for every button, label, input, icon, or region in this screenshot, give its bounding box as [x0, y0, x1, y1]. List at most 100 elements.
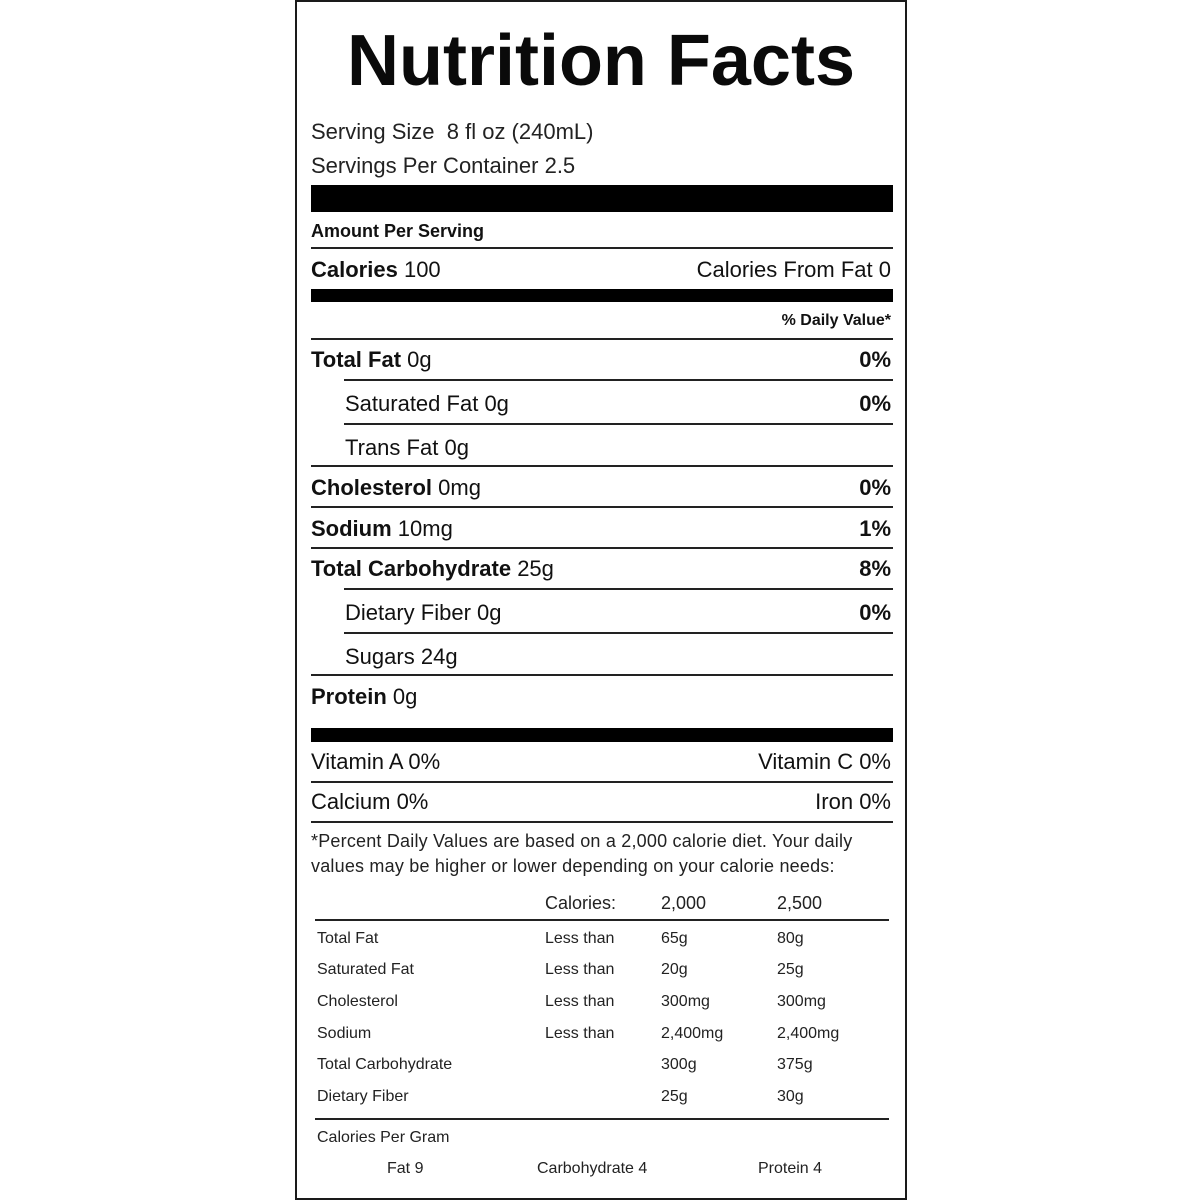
divider [315, 919, 889, 921]
calories-per-gram-label: Calories Per Gram [317, 1129, 450, 1146]
nutrient-name: Protein [311, 684, 387, 709]
ref-row-name: Total Fat [317, 930, 379, 947]
nutrient-dv: 8% [859, 556, 891, 581]
nutrient-name: Sugars [345, 644, 415, 669]
servings-per-container-value: 2.5 [544, 153, 576, 178]
calories-label: Calories [311, 257, 398, 282]
thick-divider-2 [311, 289, 893, 302]
divider [344, 423, 893, 425]
nutrient-row-total-fat: Total Fat 0g [311, 347, 432, 373]
ref-row-2000: 25g [661, 1088, 688, 1105]
ref-header-2000: 2,000 [661, 893, 707, 913]
nutrient-name: Total Carbohydrate [311, 556, 512, 581]
calories-from-fat-value: 0 [878, 257, 891, 282]
serving-size: Serving Size 8 fl oz (240mL) [311, 119, 593, 145]
nutrient-amount: 24g [420, 644, 458, 669]
nutrient-name: Trans Fat [345, 435, 439, 460]
calories-per-gram-carbohydrate: Carbohydrate 4 [537, 1160, 648, 1177]
divider [311, 547, 893, 549]
divider [311, 781, 893, 783]
nutrient-row-cholesterol: Cholesterol 0mg [311, 475, 481, 501]
iron: Iron 0% [815, 789, 891, 814]
ref-header-label: Calories: [545, 893, 617, 913]
nutrient-name: Dietary Fiber [345, 600, 471, 625]
nutrient-name: Sodium [311, 516, 392, 541]
nutrient-amount: 0g [477, 600, 502, 625]
nutrient-row-total-carbohydrate: Total Carbohydrate 25g [311, 556, 554, 582]
nutrient-name: Total Fat [311, 347, 402, 372]
divider [311, 247, 893, 249]
ref-row-2500: 80g [777, 930, 804, 947]
nutrient-row-sodium: Sodium 10mg [311, 516, 453, 542]
calcium: Calcium 0% [311, 789, 429, 814]
ref-row-name: Dietary Fiber [317, 1088, 409, 1105]
ref-row-2000: 300mg [661, 993, 710, 1010]
ref-row-qualifier: Less than [545, 961, 615, 978]
nutrient-name: Saturated Fat [345, 391, 479, 416]
calories-from-fat-label: Calories From Fat [696, 257, 873, 282]
serving-size-label: Serving Size [311, 119, 435, 144]
ref-row-qualifier: Less than [545, 1025, 615, 1042]
ref-row-2500: 30g [777, 1088, 804, 1105]
calories-row: Calories 100 [311, 257, 441, 283]
nutrient-amount: 0g [392, 684, 418, 709]
nutrient-dv: 0% [859, 391, 891, 416]
ref-row-2000: 300g [661, 1056, 697, 1073]
vitamin-a: Vitamin A 0% [311, 749, 441, 774]
nutrition-facts-label: Nutrition Facts Serving Size 8 fl oz (24… [295, 0, 907, 1200]
nutrient-row-saturated-fat: Saturated Fat 0g [345, 391, 509, 417]
divider [344, 379, 893, 381]
thick-divider-3 [311, 728, 893, 742]
label-title: Nutrition Facts [346, 21, 855, 101]
nutrient-dv: 1% [859, 516, 891, 541]
nutrient-amount: 0g [484, 391, 509, 416]
thick-divider-1 [311, 185, 893, 212]
nutrient-dv: 0% [859, 347, 891, 372]
nutrient-name: Cholesterol [311, 475, 433, 500]
nutrient-amount: 0mg [438, 475, 481, 500]
nutrient-amount: 0g [444, 435, 469, 460]
ref-row-2000: 65g [661, 930, 688, 947]
calories-per-gram-protein: Protein 4 [758, 1160, 823, 1177]
ref-row-name: Saturated Fat [317, 961, 414, 978]
divider [311, 465, 893, 467]
divider [344, 632, 893, 634]
calories-per-gram-fat: Fat 9 [387, 1160, 424, 1177]
nutrient-row-dietary-fiber: Dietary Fiber 0g [345, 600, 502, 626]
divider [311, 506, 893, 508]
divider [311, 674, 893, 676]
ref-row-2500: 2,400mg [777, 1025, 840, 1042]
ref-row-qualifier: Less than [545, 930, 615, 947]
ref-row-name: Sodium [317, 1025, 372, 1042]
ref-row-2500: 300mg [777, 993, 826, 1010]
ref-header-2500: 2,500 [777, 893, 823, 913]
vitamin-c: Vitamin C 0% [758, 749, 891, 774]
nutrient-row-trans-fat: Trans Fat 0g [345, 435, 469, 461]
ref-row-2500: 25g [777, 961, 804, 978]
divider [311, 338, 893, 340]
nutrient-row-protein: Protein 0g [311, 684, 417, 710]
ref-row-name: Cholesterol [317, 993, 398, 1010]
calories-value: 100 [403, 257, 441, 282]
nutrient-amount: 10mg [397, 516, 453, 541]
ref-row-2000: 2,400mg [661, 1025, 724, 1042]
nutrient-dv: 0% [859, 600, 891, 625]
nutrient-amount: 25g [517, 556, 554, 581]
calories-from-fat: Calories From Fat 0 [697, 257, 891, 283]
servings-per-container: Servings Per Container 2.5 [311, 153, 575, 179]
daily-value-header: % Daily Value* [781, 312, 891, 329]
divider [315, 1118, 889, 1120]
divider [344, 588, 893, 590]
nutrient-row-sugars: Sugars 24g [345, 644, 458, 670]
serving-size-value: 8 fl oz (240mL) [446, 119, 594, 144]
footnote-line-2: values may be higher or lower depending … [311, 856, 835, 876]
divider [311, 821, 893, 823]
ref-row-qualifier: Less than [545, 993, 615, 1010]
ref-row-2500: 375g [777, 1056, 813, 1073]
nutrient-amount: 0g [407, 347, 432, 372]
servings-per-container-label: Servings Per Container [311, 153, 539, 178]
amount-per-serving: Amount Per Serving [311, 221, 485, 241]
ref-row-2000: 20g [661, 961, 688, 978]
ref-row-name: Total Carbohydrate [317, 1056, 453, 1073]
footnote-line-1: *Percent Daily Values are based on a 2,0… [311, 831, 853, 851]
